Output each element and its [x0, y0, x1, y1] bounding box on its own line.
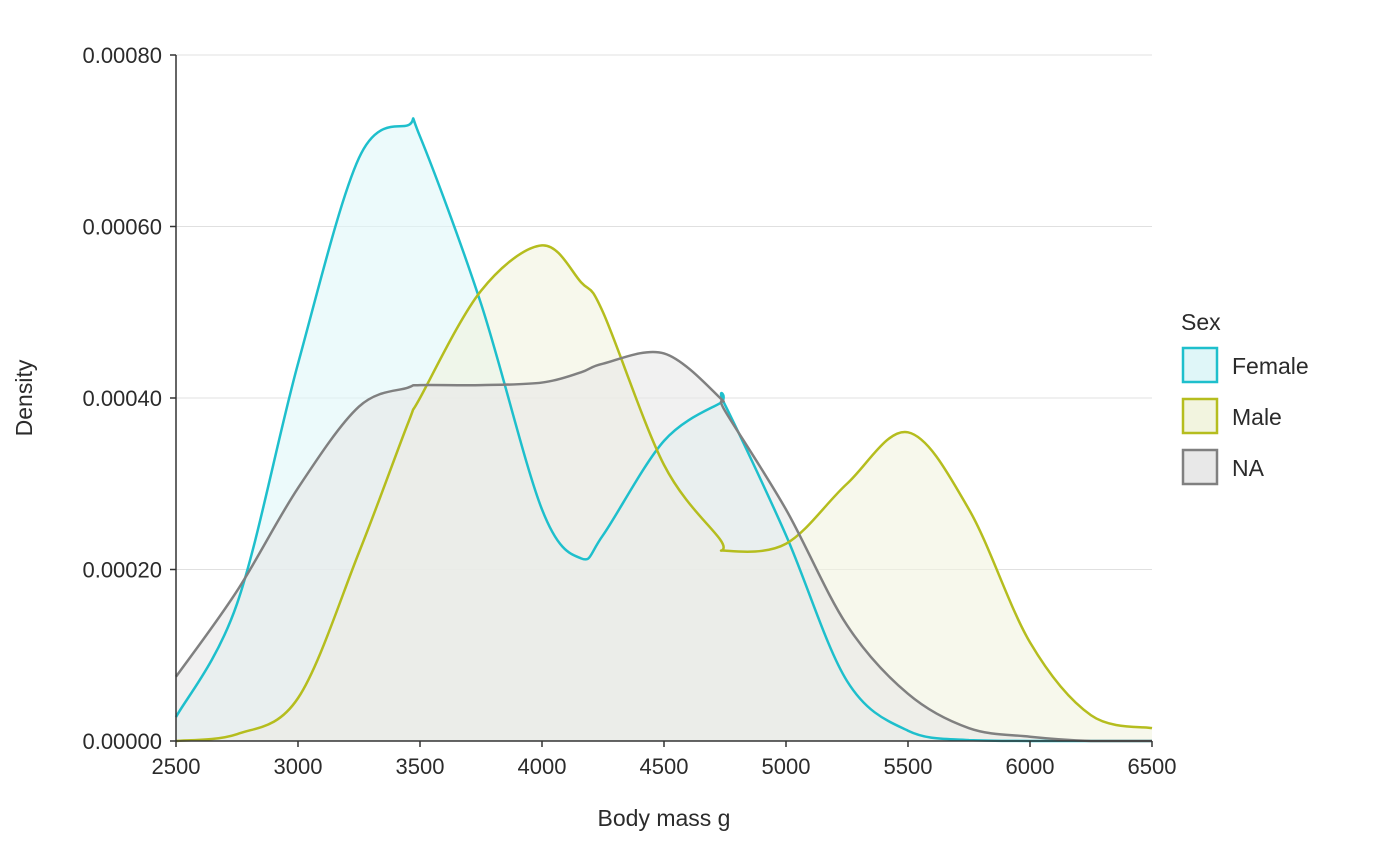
x-axis-title: Body mass g: [598, 805, 731, 831]
legend-title: Sex: [1181, 309, 1221, 335]
legend-label-female: Female: [1232, 353, 1309, 379]
series-layer: [174, 117, 1153, 743]
legend: Sex Female Male NA: [1181, 309, 1309, 486]
density-area-na: [176, 351, 1152, 741]
x-tick-label: 3500: [396, 754, 445, 779]
x-tick-label: 5000: [762, 754, 811, 779]
y-axis-title: Density: [11, 359, 37, 436]
x-tick-label: 4500: [640, 754, 689, 779]
y-tick-label: 0.00020: [82, 558, 162, 583]
legend-label-male: Male: [1232, 404, 1282, 430]
y-tick-label: 0.00040: [82, 386, 162, 411]
y-tick-label: 0.00000: [82, 729, 162, 754]
x-tick-label: 2500: [152, 754, 201, 779]
legend-label-na: NA: [1232, 455, 1265, 481]
density-line-na: [174, 350, 1152, 743]
x-tick-label: 5500: [884, 754, 933, 779]
legend-swatch-na: [1181, 448, 1219, 486]
y-tick-label: 0.00080: [82, 43, 162, 68]
x-tick-label: 3000: [274, 754, 323, 779]
x-tick-label: 4000: [518, 754, 567, 779]
legend-swatch-female: [1181, 346, 1219, 384]
density-line-female: [174, 117, 1152, 743]
x-tick-label: 6000: [1006, 754, 1055, 779]
axes-layer: 0.00000 0.00020 0.00040 0.00060 0.00080 2500 3…: [82, 43, 1176, 779]
density-line-male: [175, 244, 1153, 743]
legend-swatch-male: [1181, 397, 1219, 435]
x-tick-label: 6500: [1128, 754, 1177, 779]
y-tick-label: 0.00060: [82, 215, 162, 240]
